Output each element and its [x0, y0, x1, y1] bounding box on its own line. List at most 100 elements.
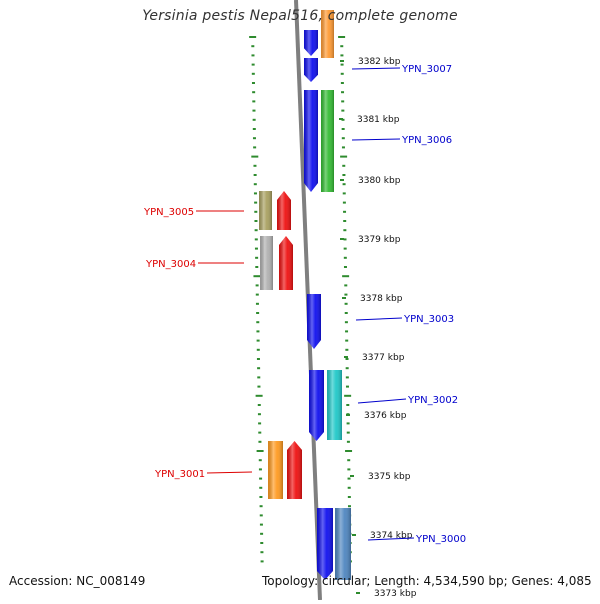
ruler-major-tick — [340, 60, 344, 62]
gene-YPN_3007 — [304, 58, 318, 82]
ruler-tick — [345, 385, 349, 388]
ruler-tick — [342, 275, 350, 278]
ruler-tick — [345, 376, 349, 379]
ruler-tick — [347, 496, 351, 498]
ruler-tick — [338, 36, 346, 38]
ruler-tick — [345, 339, 349, 342]
ruler-tick — [340, 54, 344, 57]
ruler-tick — [257, 404, 261, 406]
gene-YPN_3006 — [304, 90, 318, 192]
ruler-tick — [251, 82, 255, 84]
gene-YPN_3002 — [309, 370, 324, 441]
ruler-tick — [343, 266, 347, 268]
gene-label: YPN_3007 — [401, 64, 452, 75]
ruler-label: 3375 kbp — [368, 472, 411, 482]
ruler-tick — [258, 459, 262, 462]
feature-shading — [307, 294, 321, 349]
gene-leader-line — [355, 317, 403, 321]
ruler-tick — [254, 201, 258, 204]
gene-label: YPN_3005 — [143, 207, 194, 218]
ruler-tick — [256, 450, 264, 452]
gene-YPN_3005 — [259, 191, 272, 230]
ruler-label: 3373 kbp — [374, 589, 417, 599]
ruler-major-tick — [344, 356, 348, 358]
ruler-tick — [253, 183, 257, 186]
ruler-tick — [252, 137, 256, 140]
ruler-tick — [255, 284, 259, 287]
ruler-label: 3382 kbp — [358, 57, 401, 67]
feature-shading — [317, 508, 333, 580]
ruler-tick — [252, 128, 256, 130]
ruler-major-tick — [350, 475, 354, 477]
ruler-tick — [254, 238, 258, 241]
ruler-tick — [345, 367, 349, 370]
ruler-tick — [340, 155, 348, 158]
gene-leader-line — [206, 471, 253, 474]
ruler-tick — [345, 348, 349, 351]
ruler-tick — [256, 358, 260, 360]
feature-shading — [321, 90, 334, 192]
gene-YPN_3000 — [317, 508, 333, 580]
feature-shading — [259, 191, 272, 230]
ruler-tick — [259, 523, 263, 526]
ruler-tick — [258, 422, 262, 425]
gene-leader-line — [351, 67, 401, 70]
ruler-tick — [251, 63, 255, 66]
gene-label: YPN_3003 — [403, 314, 454, 325]
ruler-tick — [343, 210, 347, 213]
ruler-tick — [340, 63, 344, 66]
ruler-label: 3374 kbp — [370, 531, 413, 541]
genome-title: Yersinia pestis Nepal516, complete genom… — [142, 8, 458, 24]
ruler-tick — [344, 321, 348, 324]
gene-label: YPN_3004 — [145, 259, 196, 270]
ruler-tick — [253, 146, 257, 149]
ruler-tick — [343, 238, 347, 241]
feature-shading — [321, 10, 334, 58]
ruler-tick — [342, 174, 346, 176]
feature-shading — [304, 58, 318, 82]
ruler-major-tick — [339, 118, 343, 120]
ruler-tick — [347, 477, 351, 480]
feature-shading — [287, 441, 302, 499]
ruler-tick — [340, 72, 344, 75]
ruler-tick — [347, 486, 351, 489]
ruler-tick — [342, 164, 346, 167]
ruler-tick — [257, 367, 261, 370]
ruler-tick — [260, 560, 264, 563]
ruler-tick — [344, 302, 348, 305]
ruler-tick — [343, 220, 347, 222]
feature-shading — [327, 370, 342, 440]
ruler-tick — [257, 376, 261, 379]
feature-shading — [268, 441, 283, 499]
ruler-tick — [341, 146, 345, 149]
ruler-tick — [345, 330, 349, 333]
feature-block — [287, 441, 302, 499]
ruler-tick — [347, 505, 351, 508]
ruler-tick — [341, 100, 345, 103]
gene-leader-line — [367, 537, 415, 541]
ruler-tick — [344, 284, 348, 287]
ruler-tick — [346, 404, 350, 406]
feature-block — [327, 370, 342, 440]
ruler-tick — [341, 128, 345, 130]
ruler-tick — [255, 256, 259, 259]
ruler-label: 3380 kbp — [358, 176, 401, 186]
ruler-tick — [251, 155, 259, 158]
ruler-tick — [253, 164, 257, 167]
gene-YPN_3004 — [260, 236, 273, 290]
ruler-tick — [341, 109, 345, 112]
ruler-tick — [343, 229, 347, 232]
ruler-tick — [255, 293, 259, 296]
ruler-tick — [344, 312, 348, 314]
ruler-tick — [258, 468, 262, 471]
gene-YPN_3003 — [307, 294, 321, 349]
ruler-tick — [256, 348, 260, 351]
ruler-tick — [344, 293, 348, 296]
ruler-tick — [259, 496, 263, 498]
ruler-label: 3377 kbp — [362, 353, 405, 363]
ruler-label: 3381 kbp — [357, 115, 400, 125]
gene-label: YPN_3001 — [154, 469, 205, 480]
ruler-tick — [256, 330, 260, 333]
feature-shading — [304, 30, 318, 56]
